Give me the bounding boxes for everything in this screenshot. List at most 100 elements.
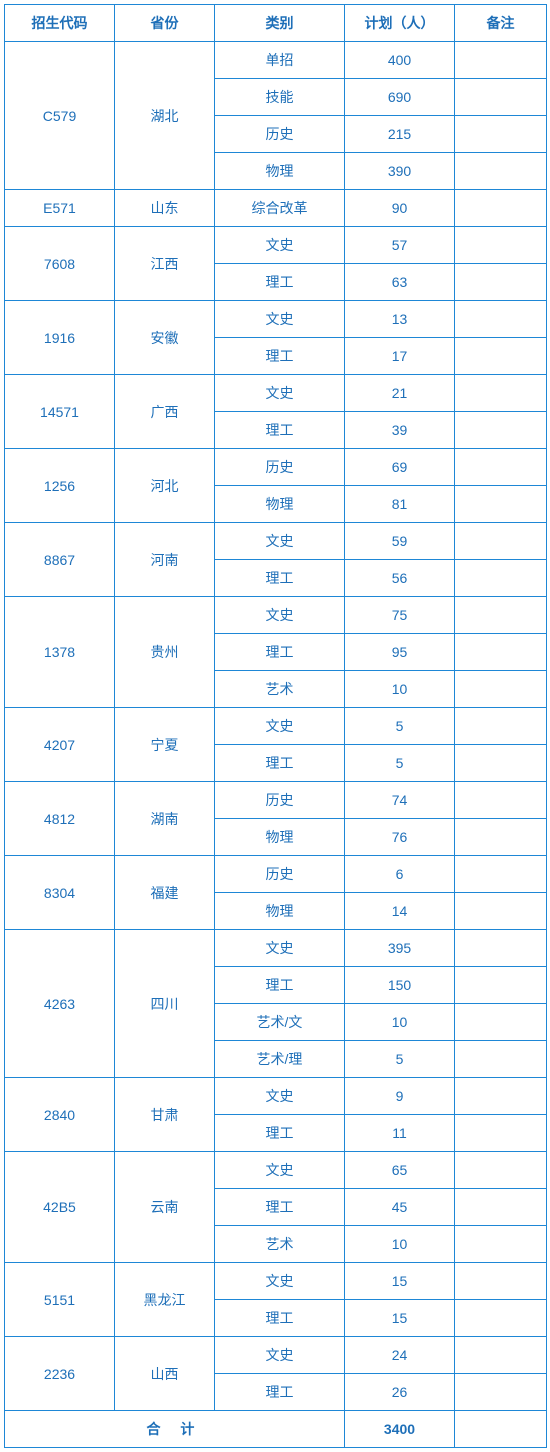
cell-note (455, 1152, 547, 1189)
cell-note (455, 782, 547, 819)
cell-note (455, 79, 547, 116)
table-row: 4812湖南历史74 (5, 782, 547, 819)
cell-code: 4812 (5, 782, 115, 856)
header-code: 招生代码 (5, 5, 115, 42)
cell-plan: 17 (345, 338, 455, 375)
cell-category: 文史 (215, 523, 345, 560)
cell-plan: 15 (345, 1263, 455, 1300)
cell-code: 2840 (5, 1078, 115, 1152)
cell-province: 山西 (115, 1337, 215, 1411)
cell-note (455, 1337, 547, 1374)
cell-category: 综合改革 (215, 190, 345, 227)
cell-plan: 400 (345, 42, 455, 79)
cell-plan: 26 (345, 1374, 455, 1411)
cell-category: 文史 (215, 375, 345, 412)
cell-plan: 10 (345, 671, 455, 708)
cell-plan: 75 (345, 597, 455, 634)
cell-province: 广西 (115, 375, 215, 449)
cell-category: 技能 (215, 79, 345, 116)
cell-category: 历史 (215, 782, 345, 819)
cell-plan: 10 (345, 1004, 455, 1041)
table-body: C579湖北单招400技能690历史215物理390E571山东综合改革9076… (5, 42, 547, 1448)
cell-plan: 690 (345, 79, 455, 116)
cell-code: 4263 (5, 930, 115, 1078)
cell-note (455, 1004, 547, 1041)
cell-note (455, 930, 547, 967)
table-row: 8867河南文史59 (5, 523, 547, 560)
cell-note (455, 338, 547, 375)
cell-plan: 69 (345, 449, 455, 486)
cell-code: 4207 (5, 708, 115, 782)
cell-plan: 57 (345, 227, 455, 264)
cell-plan: 39 (345, 412, 455, 449)
cell-note (455, 634, 547, 671)
cell-plan: 5 (345, 708, 455, 745)
cell-province: 江西 (115, 227, 215, 301)
table-row: 4263四川文史395 (5, 930, 547, 967)
cell-category: 理工 (215, 634, 345, 671)
total-label: 合 计 (5, 1411, 345, 1448)
cell-category: 艺术/理 (215, 1041, 345, 1078)
table-row: 1916安徽文史13 (5, 301, 547, 338)
cell-category: 理工 (215, 560, 345, 597)
cell-category: 理工 (215, 967, 345, 1004)
table-row: 5151黑龙江文史15 (5, 1263, 547, 1300)
cell-category: 理工 (215, 1374, 345, 1411)
cell-category: 单招 (215, 42, 345, 79)
cell-category: 物理 (215, 153, 345, 190)
cell-note (455, 1374, 547, 1411)
cell-category: 理工 (215, 338, 345, 375)
cell-note (455, 967, 547, 1004)
cell-category: 物理 (215, 893, 345, 930)
cell-note (455, 893, 547, 930)
cell-plan: 81 (345, 486, 455, 523)
cell-code: 5151 (5, 1263, 115, 1337)
cell-category: 艺术/文 (215, 1004, 345, 1041)
cell-plan: 10 (345, 1226, 455, 1263)
cell-plan: 15 (345, 1300, 455, 1337)
cell-category: 文史 (215, 1263, 345, 1300)
cell-plan: 395 (345, 930, 455, 967)
cell-note (455, 819, 547, 856)
cell-code: 42B5 (5, 1152, 115, 1263)
cell-note (455, 190, 547, 227)
cell-category: 理工 (215, 745, 345, 782)
cell-note (455, 708, 547, 745)
cell-category: 历史 (215, 856, 345, 893)
table-row: 2236山西文史24 (5, 1337, 547, 1374)
cell-category: 文史 (215, 1078, 345, 1115)
header-province: 省份 (115, 5, 215, 42)
cell-plan: 215 (345, 116, 455, 153)
cell-province: 河北 (115, 449, 215, 523)
enrollment-table: 招生代码 省份 类别 计划（人） 备注 C579湖北单招400技能690历史21… (4, 4, 547, 1448)
cell-category: 文史 (215, 930, 345, 967)
cell-code: 14571 (5, 375, 115, 449)
cell-note (455, 264, 547, 301)
cell-plan: 150 (345, 967, 455, 1004)
cell-plan: 5 (345, 1041, 455, 1078)
cell-note (455, 1300, 547, 1337)
cell-note (455, 486, 547, 523)
cell-plan: 390 (345, 153, 455, 190)
cell-code: 8867 (5, 523, 115, 597)
cell-plan: 59 (345, 523, 455, 560)
header-category: 类别 (215, 5, 345, 42)
table-row: C579湖北单招400 (5, 42, 547, 79)
cell-plan: 14 (345, 893, 455, 930)
cell-note (455, 449, 547, 486)
cell-code: E571 (5, 190, 115, 227)
cell-plan: 45 (345, 1189, 455, 1226)
cell-plan: 76 (345, 819, 455, 856)
cell-note (455, 1041, 547, 1078)
cell-plan: 5 (345, 745, 455, 782)
table-row: 42B5云南文史65 (5, 1152, 547, 1189)
cell-category: 历史 (215, 116, 345, 153)
cell-category: 物理 (215, 486, 345, 523)
cell-category: 理工 (215, 412, 345, 449)
cell-plan: 56 (345, 560, 455, 597)
cell-category: 理工 (215, 1115, 345, 1152)
cell-category: 理工 (215, 264, 345, 301)
table-row: 4207宁夏文史5 (5, 708, 547, 745)
cell-code: 1916 (5, 301, 115, 375)
cell-category: 文史 (215, 227, 345, 264)
